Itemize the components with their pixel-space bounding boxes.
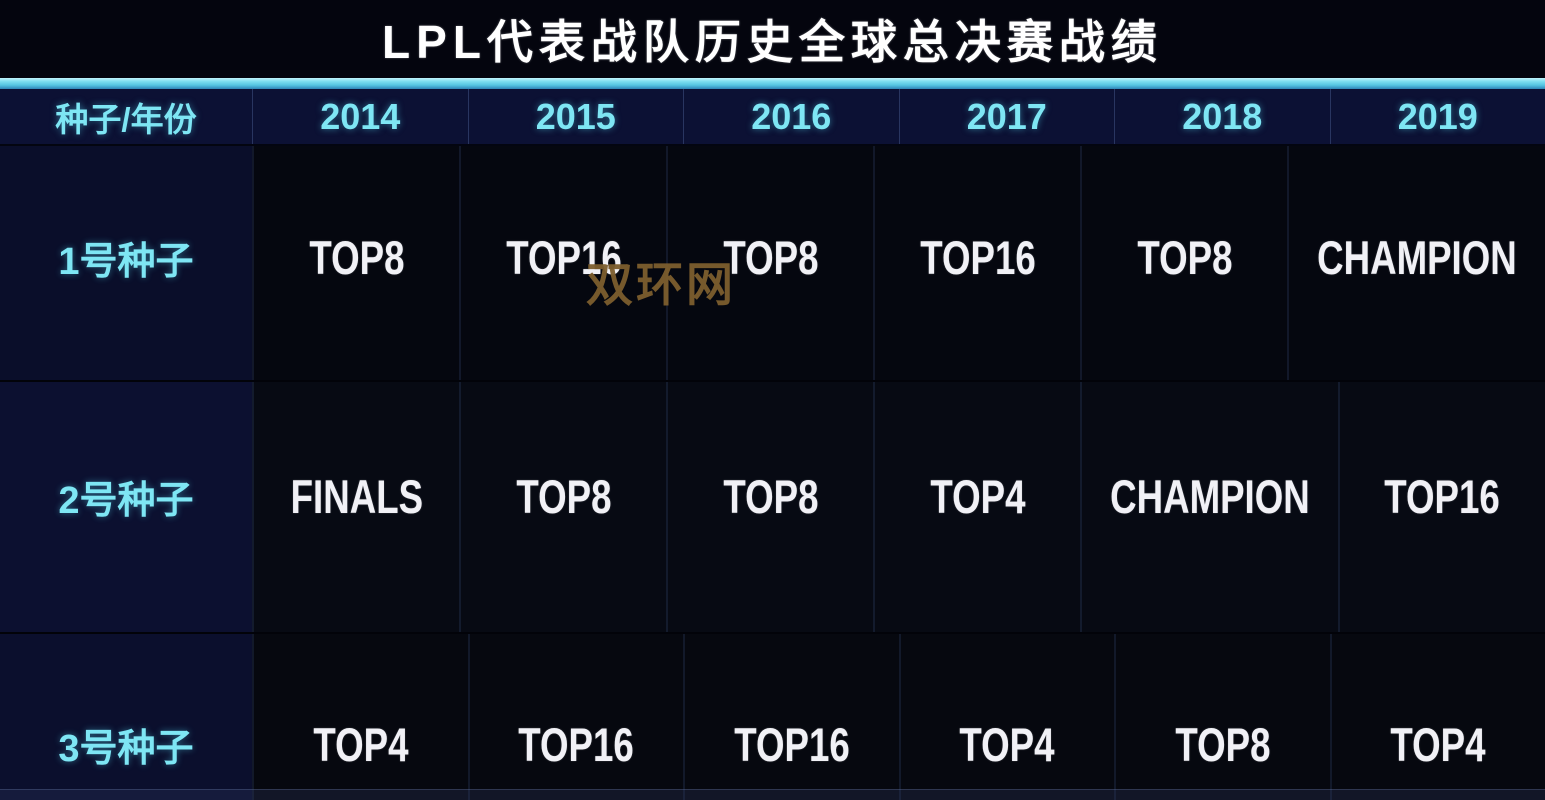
result-text: TOP4 [1390,717,1486,771]
year-header-2016: 2016 [683,89,899,144]
result-cell: FINALS [252,382,460,632]
result-cell: TOP16 [467,634,683,800]
result-text: FINALS [290,469,423,523]
result-cell: TOP4 [898,634,1114,800]
result-text: TOP4 [930,469,1026,523]
result-cell: TOP4 [252,634,468,800]
result-cell: TOP8 [252,146,460,380]
table-row-seed2: 2号种子 FINALS TOP8 TOP8 TOP4 CHAMPION TOP1… [0,380,1545,632]
result-cell: TOP16 [1337,382,1545,632]
result-cell: CHAMPION [1287,146,1545,380]
result-text: TOP16 [919,230,1036,284]
result-text: TOP8 [723,230,819,284]
result-cell: TOP16 [683,634,899,800]
result-cell: TOP16 [459,146,667,380]
year-header-2019: 2019 [1329,89,1545,144]
title-band: LPL代表战队历史全球总决赛战绩 [0,0,1545,78]
result-cell: TOP8 [1114,634,1330,800]
result-text: TOP8 [308,230,405,284]
result-text: TOP8 [723,469,819,523]
year-header-2014: 2014 [252,89,468,144]
result-text: TOP8 [515,469,612,523]
result-cell: TOP4 [873,382,1081,632]
result-text: TOP16 [1384,469,1501,523]
result-text: TOP4 [313,717,409,771]
seed-label: 1号种子 [0,146,252,380]
page-title: LPL代表战队历史全球总决赛战绩 [382,16,1163,68]
result-text: TOP16 [734,717,850,771]
seed-label: 2号种子 [0,382,252,632]
table-header-row: 种子/年份 2014 2015 2016 2017 2018 2019 [0,89,1545,146]
table-row-seed3: 3号种子 TOP4 TOP16 TOP16 TOP4 TOP8 TOP4 [0,632,1545,800]
result-text: TOP4 [959,717,1055,771]
year-header-2015: 2015 [467,89,684,144]
result-text: CHAMPION [1317,230,1517,284]
table-row-seed1: 1号种子 TOP8 TOP16 TOP8 TOP16 TOP8 CHAMPION [0,146,1545,380]
cyan-divider-line [0,78,1545,89]
result-text: TOP16 [518,717,634,771]
result-cell: TOP8 [1080,146,1288,380]
corner-header: 种子/年份 [55,100,197,138]
year-header-2017: 2017 [898,89,1115,144]
result-text: TOP8 [1137,230,1233,284]
result-text: TOP8 [1175,717,1271,771]
result-cell: TOP8 [666,382,874,632]
result-cell: CHAMPION [1080,382,1338,632]
result-text: CHAMPION [1110,469,1310,523]
year-header-2018: 2018 [1114,89,1330,144]
result-cell: TOP8 [666,146,874,380]
result-cell: TOP8 [459,382,667,632]
result-text: TOP16 [505,230,622,284]
result-cell: TOP4 [1329,634,1545,800]
seed-label: 3号种子 [0,634,252,800]
result-cell: TOP16 [873,146,1081,380]
